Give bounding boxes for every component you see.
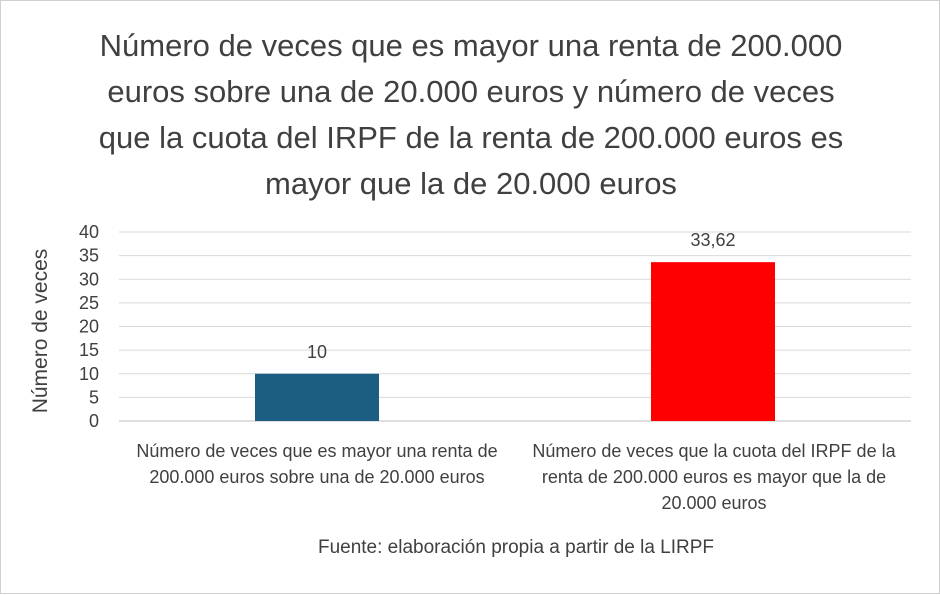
y-tick-label: 0 [89,411,99,431]
bar-2 [651,262,775,421]
y-tick-label: 35 [79,246,99,266]
y-tick-label: 10 [79,364,99,384]
category-label-1: Número de veces que es mayor una renta d… [136,441,498,487]
y-tick-label: 40 [79,222,99,242]
y-tick-label: 30 [79,269,99,289]
y-tick-label: 20 [79,317,99,337]
source-note: Fuente: elaboración propia a partir de l… [317,537,715,558]
bar-1 [255,373,379,421]
y-tick-label: 15 [79,340,99,360]
category-label-2: Número de veces que la cuota del IRPF de… [532,441,896,513]
data-label-1: 10 [307,342,327,362]
chart-title: Número de veces que es mayor una renta d… [98,28,844,201]
y-tick-label: 25 [79,293,99,313]
y-tick-label: 5 [89,387,99,407]
data-label-2: 33,62 [690,230,735,250]
